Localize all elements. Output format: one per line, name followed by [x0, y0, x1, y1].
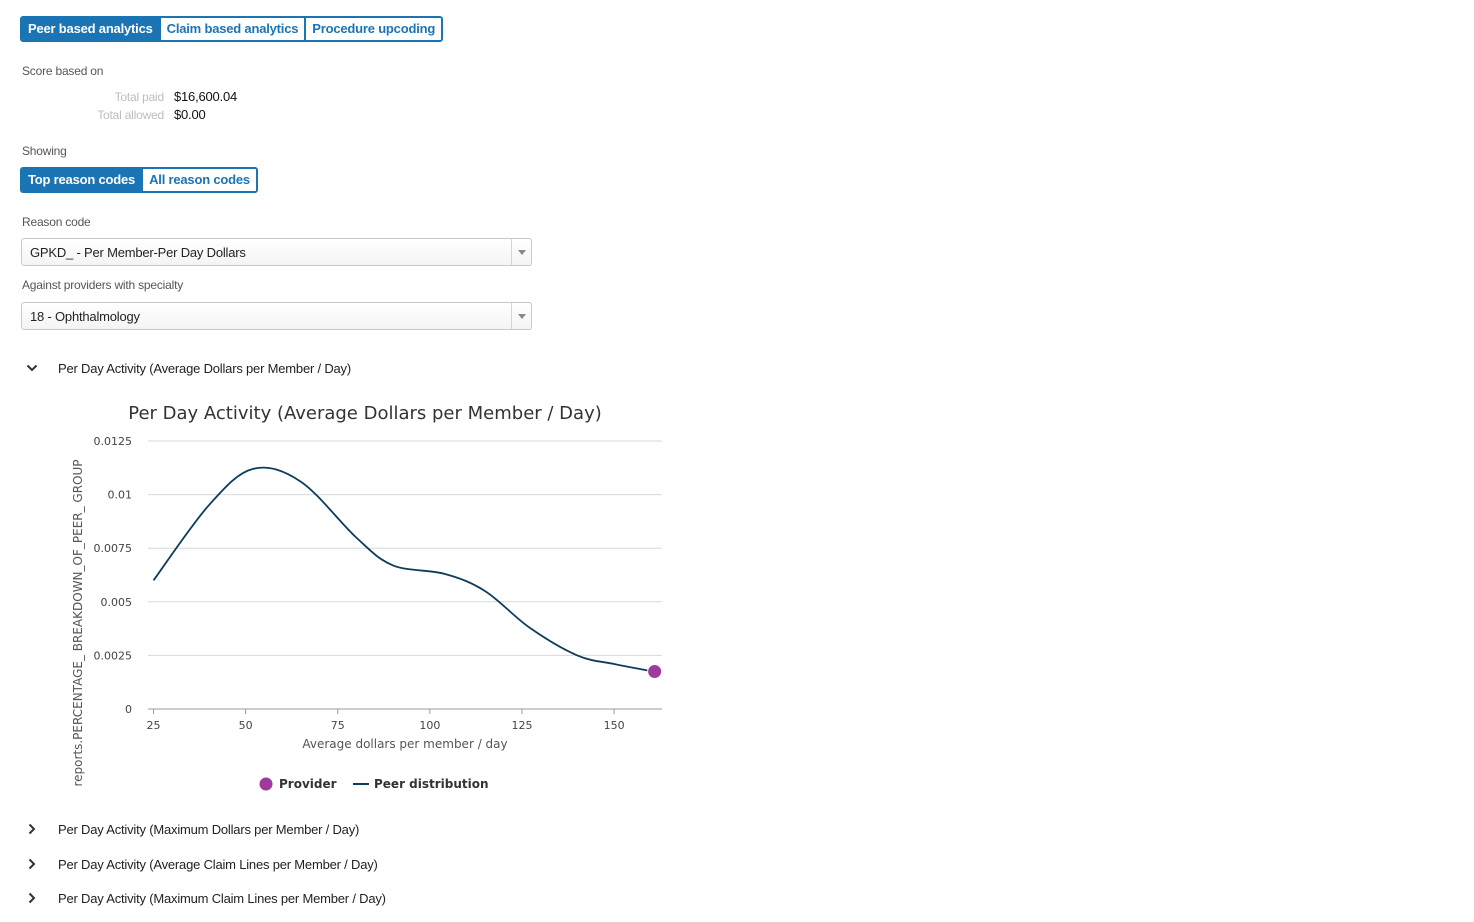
- chevron-right-icon: [22, 888, 42, 908]
- analytics-tabs: Peer based analytics Claim based analyti…: [20, 16, 444, 42]
- tab-claim-based-analytics[interactable]: Claim based analytics: [158, 18, 305, 40]
- chevron-down-icon: [511, 239, 531, 265]
- legend-provider-label[interactable]: Provider: [279, 777, 337, 791]
- y-tick-label: 0.0075: [94, 542, 133, 555]
- total-paid-label: Total paid: [114, 90, 165, 104]
- legend-peer-label[interactable]: Peer distribution: [374, 777, 489, 791]
- per-day-activity-chart: Per Day Activity (Average Dollars per Me…: [71, 403, 662, 791]
- reason-code-select[interactable]: GPKD_ - Per Member-Per Day Dollars: [21, 238, 532, 266]
- top-reason-codes-button[interactable]: Top reason codes: [22, 169, 142, 191]
- specialty-value: 18 - Ophthalmology: [30, 309, 140, 324]
- peer-distribution-line: [152, 466, 648, 672]
- x-tick-label: 100: [419, 719, 440, 732]
- accordion-average-dollars[interactable]: Per Day Activity (Average Dollars per Me…: [22, 358, 351, 378]
- accordion-title: Per Day Activity (Maximum Dollars per Me…: [58, 821, 360, 837]
- tab-peer-based-analytics[interactable]: Peer based analytics: [22, 18, 159, 40]
- provider-point[interactable]: [648, 664, 662, 678]
- y-tick-label: 0.0025: [94, 649, 133, 662]
- chart-title: Per Day Activity (Average Dollars per Me…: [128, 403, 602, 424]
- chevron-right-icon: [22, 819, 42, 839]
- accordion-title: Per Day Activity (Average Claim Lines pe…: [58, 856, 378, 872]
- x-tick-label: 50: [239, 719, 253, 732]
- accordion-maximum-claim-lines[interactable]: Per Day Activity (Maximum Claim Lines pe…: [22, 888, 386, 908]
- specialty-select[interactable]: 18 - Ophthalmology: [21, 302, 532, 330]
- x-axis-label: Average dollars per member / day: [302, 737, 507, 751]
- all-reason-codes-button[interactable]: All reason codes: [141, 169, 256, 191]
- total-paid-value: $16,600.04: [174, 89, 238, 104]
- total-allowed-label: Total allowed: [97, 108, 164, 122]
- specialty-label: Against providers with specialty: [22, 278, 184, 292]
- y-axis-label: reports.PERCENTAGE_ BREAKDOWN_OF_PEER_ G…: [71, 459, 85, 786]
- accordion-maximum-dollars[interactable]: Per Day Activity (Maximum Dollars per Me…: [22, 819, 359, 839]
- accordion-title: Per Day Activity (Maximum Claim Lines pe…: [58, 890, 386, 906]
- chart-grid: [148, 440, 662, 710]
- chevron-right-icon: [22, 854, 42, 874]
- reason-code-filter: Top reason codes All reason codes: [20, 167, 258, 193]
- accordion-title: Per Day Activity (Average Dollars per Me…: [58, 360, 351, 376]
- x-axis-ticks: 25 50 75 100 125 150: [147, 709, 625, 732]
- chevron-down-icon: [511, 303, 531, 329]
- reason-code-label: Reason code: [22, 215, 91, 229]
- score-heading: Score based on: [22, 64, 104, 78]
- chart-legend: Provider Peer distribution: [259, 777, 489, 791]
- y-tick-label: 0.0125: [94, 435, 133, 448]
- y-tick-label: 0.01: [108, 489, 133, 502]
- y-tick-label: 0: [125, 703, 132, 716]
- y-tick-label: 0.005: [101, 596, 133, 609]
- reason-code-value: GPKD_ - Per Member-Per Day Dollars: [30, 245, 246, 260]
- total-allowed-value: $0.00: [174, 107, 206, 122]
- x-tick-label: 75: [331, 719, 345, 732]
- x-tick-label: 25: [147, 719, 161, 732]
- legend-provider-swatch: [259, 777, 273, 791]
- tab-procedure-upcoding[interactable]: Procedure upcoding: [304, 18, 442, 40]
- x-tick-label: 150: [604, 719, 625, 732]
- x-tick-label: 125: [511, 719, 532, 732]
- showing-heading: Showing: [22, 144, 67, 158]
- y-axis-ticks: 0 0.0025 0.005 0.0075 0.01 0.0125: [94, 435, 133, 716]
- chevron-down-icon: [22, 358, 42, 378]
- accordion-average-claim-lines[interactable]: Per Day Activity (Average Claim Lines pe…: [22, 854, 378, 874]
